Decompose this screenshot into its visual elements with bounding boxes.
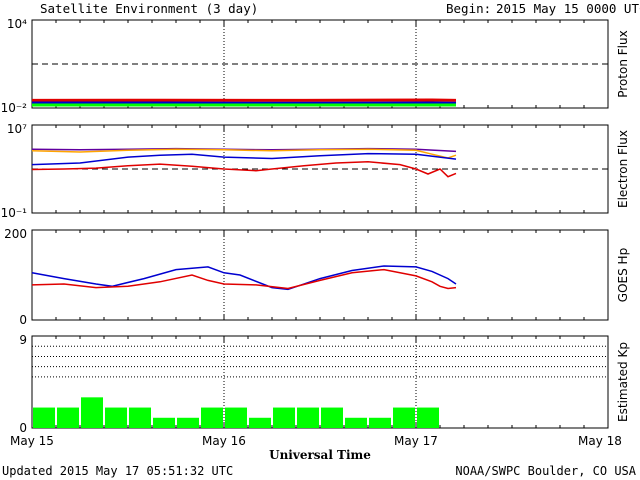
kp-bar bbox=[273, 407, 295, 428]
kp-bar bbox=[393, 407, 415, 428]
kp-bar bbox=[129, 407, 151, 428]
panel-label-electron: Electron Flux bbox=[616, 130, 630, 208]
y-tick-label-top: 200 bbox=[4, 227, 27, 241]
y-tick-label-bottom: 10⁻² bbox=[1, 101, 28, 115]
kp-bar bbox=[417, 407, 439, 428]
begin-label: Begin: bbox=[446, 1, 491, 16]
kp-bar bbox=[57, 407, 79, 428]
kp-bar bbox=[225, 407, 247, 428]
kp-bar bbox=[177, 417, 199, 428]
series-line-electron-blue bbox=[31, 152, 457, 166]
series-line-goes_hp-red bbox=[31, 268, 457, 290]
kp-bar bbox=[369, 417, 391, 428]
kp-bar bbox=[153, 417, 175, 428]
panel-label-goes_hp: GOES Hp bbox=[616, 248, 630, 302]
series-line-electron-purple bbox=[31, 147, 457, 153]
series-line-goes_hp-blue bbox=[31, 265, 457, 291]
kp-bar bbox=[105, 407, 127, 428]
begin-value: 2015 May 15 0000 UTC bbox=[496, 1, 640, 16]
y-tick-label-top: 9 bbox=[19, 333, 27, 347]
x-tick-label: May 17 bbox=[394, 434, 438, 448]
x-tick-label: May 15 bbox=[10, 434, 54, 448]
series-line-electron-red bbox=[31, 161, 457, 178]
y-tick-label-bottom: 0 bbox=[19, 421, 27, 435]
panel-frame bbox=[31, 229, 609, 321]
x-axis-label: Universal Time bbox=[269, 448, 371, 462]
y-tick-label-bottom: 10⁻¹ bbox=[1, 206, 28, 220]
x-tick-label: May 18 bbox=[578, 434, 622, 448]
kp-bar bbox=[33, 407, 55, 428]
kp-bar bbox=[321, 407, 343, 428]
y-tick-label-top: 10⁷ bbox=[7, 122, 27, 136]
panel-label-proton: Proton Flux bbox=[616, 30, 630, 97]
kp-bar bbox=[201, 407, 223, 428]
kp-bar bbox=[249, 417, 271, 428]
y-tick-label-top: 10⁴ bbox=[7, 17, 27, 31]
kp-bar bbox=[297, 407, 319, 428]
y-tick-label-bottom: 0 bbox=[19, 313, 27, 327]
panel-frame bbox=[31, 124, 609, 214]
updated-timestamp: Updated 2015 May 17 05:51:32 UTC bbox=[2, 464, 233, 478]
kp-bar bbox=[81, 397, 103, 428]
series-line-electron-orange bbox=[31, 148, 457, 159]
chart-title: Satellite Environment (3 day) bbox=[40, 1, 258, 16]
panel-label-kp: Estimated Kp bbox=[616, 342, 630, 422]
x-tick-label: May 16 bbox=[202, 434, 246, 448]
panel-frame bbox=[31, 19, 609, 109]
credit-text: NOAA/SWPC Boulder, CO USA bbox=[455, 464, 636, 478]
kp-bar bbox=[345, 417, 367, 428]
